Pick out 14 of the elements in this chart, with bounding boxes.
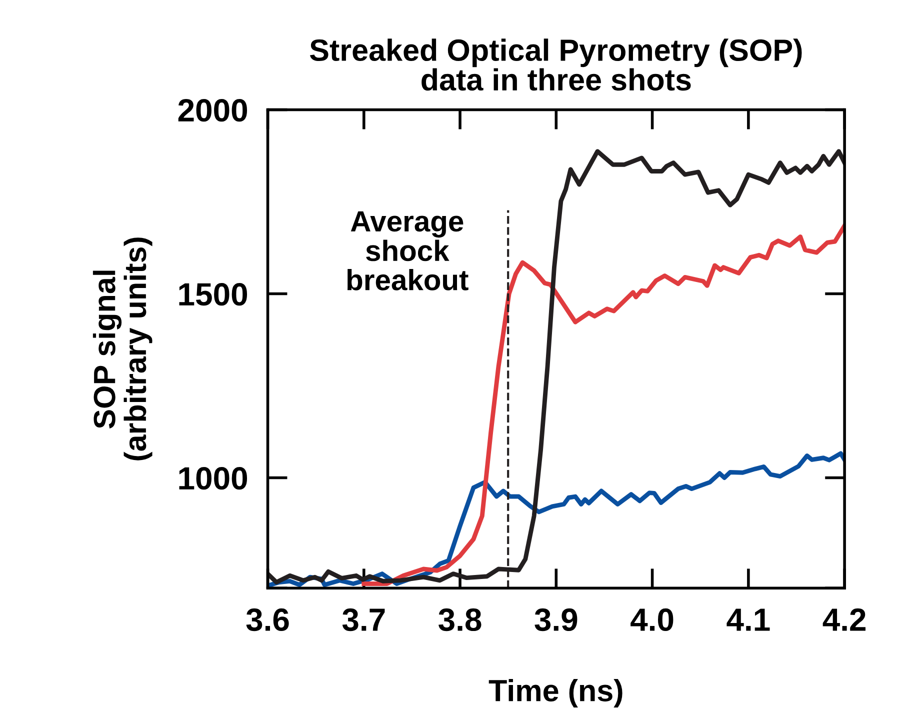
x-tick-label: 4.1 [726, 608, 770, 631]
x-tick-label: 3.8 [438, 608, 482, 632]
x-tick-label: 3.9 [534, 608, 578, 632]
x-axis-title: Time (ns) [488, 679, 622, 708]
x-tick-label: 4.2 [822, 608, 866, 631]
y-axis-title: SOP signal (arbitrary units) [92, 238, 152, 460]
y-tick-label: 1500 [179, 283, 248, 306]
x-tick-label: 3.6 [246, 608, 289, 632]
x-tick-label: 3.7 [342, 608, 385, 632]
x-tick-label: 4.0 [630, 608, 674, 632]
y-tick-label: 1000 [179, 467, 248, 490]
ref-line-label: Average shock breakout [347, 211, 468, 290]
chart-title: Streaked Optical Pyrometry (SOP) data in three shots [310, 38, 802, 91]
y-tick-label: 2000 [178, 99, 248, 122]
